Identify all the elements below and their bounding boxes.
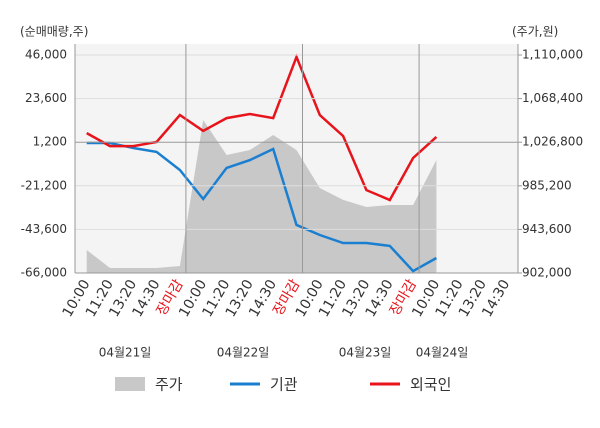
series-line [86, 53, 438, 202]
y2-tick-label: 1,026,800 [522, 135, 583, 149]
date-label: 04월22일 [217, 346, 270, 360]
series-line [86, 141, 438, 273]
y2-tick-label: 985,200 [522, 178, 572, 192]
y-tick-label: -66,000 [21, 266, 67, 280]
price-area [86, 120, 437, 273]
y-tick-label: -21,200 [21, 178, 67, 192]
legend-label: 외국인 [410, 376, 451, 394]
y-tick-label: 23,600 [25, 91, 67, 105]
legend-label: 주가 [155, 376, 183, 394]
y2-axis-title: (주가,원) [512, 25, 558, 39]
y-axis-title: (순매매량,주) [20, 25, 88, 39]
y-tick-label: -43,600 [21, 222, 67, 236]
y-tick-label: 46,000 [25, 48, 67, 62]
y2-tick-label: 943,600 [522, 222, 572, 236]
legend-label: 기관 [270, 376, 298, 394]
y2-tick-label: 1,110,000 [522, 48, 583, 62]
y-tick-label: 1,200 [33, 135, 67, 149]
legend-swatch [115, 377, 145, 391]
y2-tick-label: 902,000 [522, 266, 572, 280]
y2-tick-label: 1,068,400 [522, 91, 583, 105]
date-label: 04월24일 [416, 346, 469, 360]
date-label: 04월21일 [99, 346, 152, 360]
date-label: 04월23일 [339, 346, 392, 360]
